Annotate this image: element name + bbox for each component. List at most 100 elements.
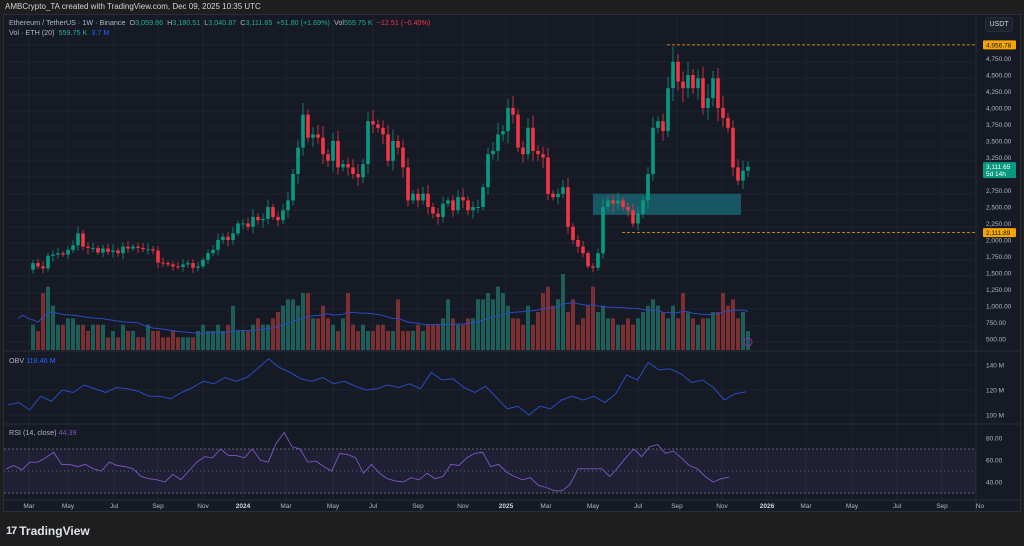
obv-legend: OBV 118.46 M	[9, 356, 56, 365]
volume-bar	[541, 293, 545, 350]
volume-bar	[591, 286, 595, 350]
candle-body	[91, 247, 95, 249]
obv-name[interactable]: OBV	[9, 356, 25, 365]
volume-bar	[681, 293, 685, 350]
volume-bar	[336, 331, 340, 350]
volume-bar	[41, 293, 45, 350]
volume-bar	[36, 331, 40, 350]
volume-bar	[306, 293, 310, 350]
candle-body	[471, 207, 475, 211]
volume-bar	[476, 299, 480, 350]
candle-body	[276, 216, 280, 221]
candle-body	[531, 127, 535, 151]
volume-indicator-name[interactable]: Vol · ETH (20)	[9, 28, 55, 37]
obv-axis-label: 120 M	[986, 388, 1004, 395]
candle-body	[101, 248, 105, 253]
volume-bar	[596, 312, 600, 350]
close-value: 3,111.65	[245, 18, 273, 27]
volume-bar	[81, 324, 85, 350]
candle-body	[271, 207, 275, 217]
time-axis-label: Mar	[23, 503, 35, 510]
candle-body	[361, 164, 365, 178]
volume-legend: Vol · ETH (20) 559.75 K 3.7 M	[9, 28, 109, 37]
symbol-name[interactable]: Ethereum / TetherUS · 1W · Binance	[9, 18, 126, 27]
volume-bar	[731, 299, 735, 350]
candle-body	[236, 223, 240, 234]
candle-body	[596, 253, 600, 268]
volume-indicator-value: 559.75 K	[58, 28, 88, 37]
volume-bar	[61, 324, 65, 350]
low-price-tag-box	[983, 228, 1016, 238]
candle-body	[566, 187, 570, 227]
candle-body	[166, 263, 170, 265]
candle-body	[396, 141, 400, 148]
candle-body	[626, 207, 630, 211]
last-price-tag-countdown: 5d 14h	[986, 171, 1006, 178]
candle-body	[251, 216, 255, 227]
candle-body	[431, 207, 435, 214]
candle-body	[606, 200, 610, 207]
candle-body	[226, 236, 230, 240]
candle-body	[266, 207, 270, 219]
volume-bar	[156, 331, 160, 350]
volume-bar	[461, 324, 465, 350]
volume-bar	[126, 331, 130, 350]
low-label: L	[204, 18, 209, 27]
volume-bar	[686, 312, 690, 350]
volume-bar	[451, 318, 455, 350]
chart-canvas[interactable]: 4,750.00 4,500.00 4,250.00 4,000.00 3,750.00…	[0, 0, 1024, 512]
candle-body	[521, 147, 525, 155]
lightning-icon	[743, 337, 753, 347]
candle-body	[621, 200, 625, 207]
candle-body	[656, 121, 660, 128]
tradingview-logo[interactable]: ⁠17 TradingView	[6, 524, 90, 538]
candle-body	[81, 233, 85, 247]
low-value: 3,040.87	[208, 18, 237, 27]
candle-body	[716, 78, 720, 108]
candle-body	[636, 213, 640, 224]
volume-bar	[321, 305, 325, 350]
volume-bar	[91, 324, 95, 350]
candle-body	[411, 193, 415, 201]
volume-bar	[401, 331, 405, 350]
volume-bar	[151, 331, 155, 350]
volume-bar	[671, 305, 675, 350]
time-axis-label: Jul	[634, 503, 643, 510]
volume-bar	[506, 305, 510, 350]
candle-body	[156, 250, 160, 263]
price-axis-label: 2,250.00	[986, 221, 1012, 228]
price-axis-label: 750.00	[986, 320, 1006, 327]
candle-body	[176, 266, 180, 268]
currency-button[interactable]: USDT	[985, 17, 1013, 32]
volume-bar	[691, 318, 695, 350]
candle-body	[676, 61, 680, 82]
candle-body	[306, 114, 310, 138]
volume-bar	[711, 312, 715, 350]
candle-body	[96, 247, 100, 253]
candle-body	[246, 223, 250, 227]
volume-bar	[656, 305, 660, 350]
candle-body	[421, 193, 425, 201]
volume-bar	[216, 324, 220, 350]
candle-body	[496, 134, 500, 151]
candle-body	[406, 167, 410, 201]
time-axis-label: 2025	[499, 503, 514, 510]
candle-body	[576, 240, 580, 247]
price-axis-label: 3,500.00	[986, 139, 1012, 146]
time-axis-label: Sep	[936, 503, 948, 510]
volume-bar	[366, 331, 370, 350]
candle-body	[326, 154, 330, 161]
candle-body	[196, 266, 200, 268]
candle-body	[56, 253, 60, 255]
volume-bar	[146, 324, 150, 350]
candle-body	[581, 246, 585, 254]
volume-bar	[386, 331, 390, 350]
candle-body	[731, 127, 735, 168]
volume-bar	[606, 318, 610, 350]
volume-bar	[441, 318, 445, 350]
candle-body	[346, 164, 350, 168]
price-axis-label: 1,750.00	[986, 254, 1012, 261]
volume-bar	[296, 305, 300, 350]
rsi-name[interactable]: RSI (14, close)	[9, 428, 57, 437]
candle-body	[516, 114, 520, 148]
